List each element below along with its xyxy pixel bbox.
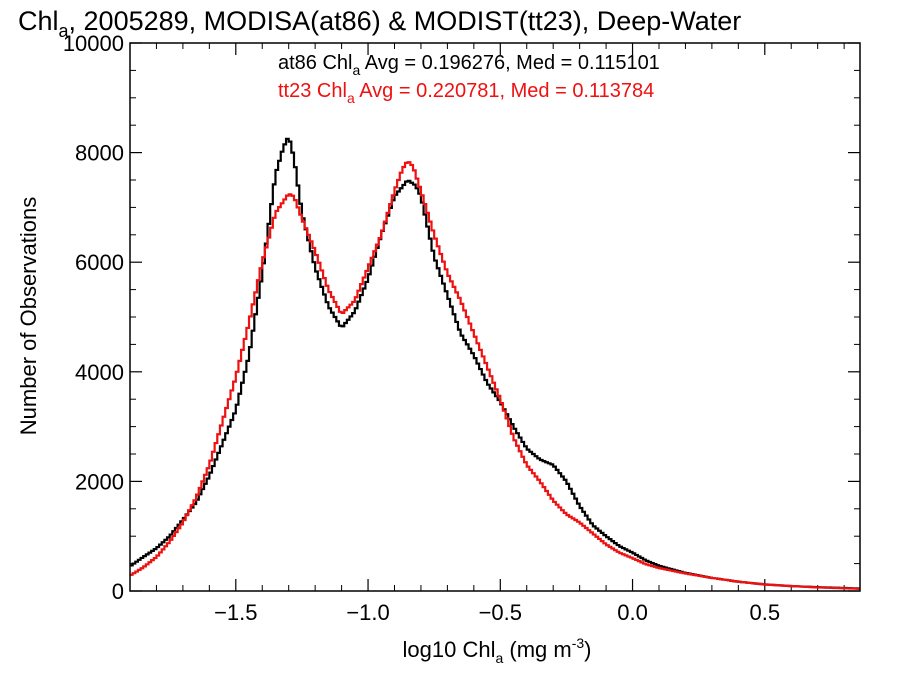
series-layer [130,137,860,590]
y-tick-label-4: 8000 [75,141,124,166]
stats-at86: at86 Chla Avg = 0.196276, Med = 0.115101 [278,52,660,78]
stats-tt23: tt23 Chla Avg = 0.220781, Med = 0.113784 [278,80,654,106]
x-axis-label-post: ) [584,637,591,662]
chart-title: Chla, 2005289, MODISA(at86) & MODIST(tt2… [18,6,741,41]
x-tick-label-4: 0.5 [749,600,780,625]
y-tick-label-3: 6000 [75,250,124,275]
chart-title-pre: Chl [18,6,59,36]
x-axis-label-sup: -3 [572,635,585,651]
ticks-layer: −1.5 −1.0 −0.5 0.0 0.5 0 2000 4000 6000 8000 10000 [63,31,860,625]
x-axis-label: log10 Chla (mg m-3) [403,635,592,666]
x-axis-label-sub: a [495,650,503,666]
y-tick-label-0: 0 [112,579,124,604]
x-tick-label-0: −1.5 [214,600,257,625]
chart-title-sub: a [59,21,70,41]
x-tick-label-1: −1.0 [346,600,389,625]
stats-at86-pre: at86 Chl [278,52,353,74]
y-tick-label-1: 2000 [75,469,124,494]
stats-tt23-pre: tt23 Chl [278,80,347,102]
x-tick-label-2: −0.5 [479,600,522,625]
y-tick-label-5: 10000 [63,31,124,56]
plot-frame [129,42,861,592]
stats-tt23-post: Avg = 0.220781, Med = 0.113784 [355,80,655,102]
y-axis-label: Number of Observations [16,197,41,435]
stats-at86-sub: a [353,62,361,78]
series-line-1 [130,161,860,590]
x-tick-label-3: 0.0 [617,600,648,625]
stats-at86-post: Avg = 0.196276, Med = 0.115101 [360,52,660,74]
stats-tt23-sub: a [347,90,355,106]
chart-title-post: , 2005289, MODISA(at86) & MODIST(tt23), … [69,6,742,36]
x-axis-label-mid: (mg m [503,637,571,662]
x-axis-label-pre: log10 Chl [403,637,496,662]
y-tick-label-2: 4000 [75,360,124,385]
